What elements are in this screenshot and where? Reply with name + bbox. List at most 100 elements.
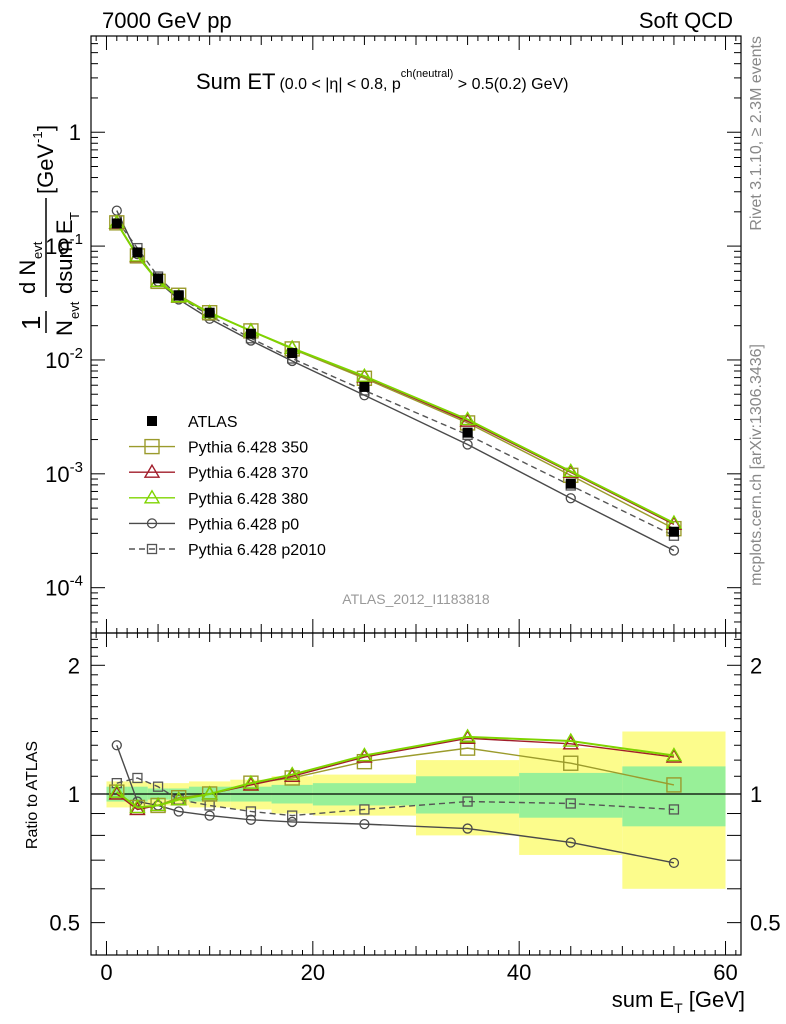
ratio-data-point bbox=[565, 798, 576, 809]
main-data-point bbox=[132, 247, 143, 258]
ratio-data-point bbox=[149, 797, 167, 812]
svg-text:-1: -1 bbox=[30, 131, 45, 143]
main-y-tick-label-base: 10 bbox=[45, 576, 69, 601]
main-y-tick-label: 10-3 bbox=[45, 459, 83, 487]
legend-marker bbox=[144, 438, 160, 455]
ratio-data-point bbox=[668, 804, 680, 815]
x-axis-label-main: sum E bbox=[612, 987, 674, 1012]
ratio-data-point bbox=[129, 801, 146, 816]
main-title: Sum ET (0.0 < |η| < 0.8, pch(neutral) > 0… bbox=[196, 68, 569, 94]
main-y-tick-label: 1 bbox=[69, 120, 81, 145]
ratio-data-point bbox=[287, 810, 298, 821]
main-data-point bbox=[565, 493, 576, 504]
svg-text:T: T bbox=[67, 212, 82, 220]
main-y-tick-label-exp: -2 bbox=[70, 345, 83, 362]
x-axis-label-sub: T bbox=[674, 1000, 683, 1016]
ratio-data-point bbox=[565, 837, 576, 848]
main-series-line bbox=[116, 220, 675, 537]
ratio-data-point bbox=[562, 732, 579, 747]
svg-text:evt: evt bbox=[30, 241, 45, 259]
x-axis-label: sum ET [GeV] bbox=[612, 987, 745, 1016]
main-series-layer bbox=[108, 205, 683, 556]
ratio-data-point bbox=[245, 814, 257, 825]
legend-entry-label: Pythia 6.428 380 bbox=[188, 491, 308, 508]
ratio-data-point bbox=[129, 799, 146, 814]
ratio-data-point bbox=[359, 804, 370, 815]
ratio-data-point bbox=[242, 774, 260, 789]
legend-marker bbox=[143, 463, 161, 478]
main-data-point bbox=[173, 290, 184, 301]
ratio-data-point bbox=[170, 791, 187, 806]
ratio-y-tick-label-right: 0.5 bbox=[750, 911, 781, 936]
main-y-tick-label: 10-2 bbox=[45, 345, 83, 373]
ratio-data-point bbox=[245, 806, 257, 817]
legend-entry-label: Pythia 6.428 p0 bbox=[188, 516, 299, 533]
legend-marker bbox=[146, 543, 158, 555]
ratio-series-line bbox=[116, 777, 674, 817]
legend-entry-label: Pythia 6.428 370 bbox=[188, 465, 308, 482]
analysis-watermark: ATLAS_2012_I1183818 bbox=[342, 591, 490, 607]
svg-text:dsum E: dsum E bbox=[52, 219, 77, 294]
main-y-tick-label: 10-4 bbox=[45, 573, 83, 601]
side-text-top: Rivet 3.1.10, ≥ 2.3M events bbox=[748, 36, 765, 231]
main-title-sup: ch(neutral) bbox=[401, 68, 454, 80]
main-data-point bbox=[462, 427, 473, 438]
main-data-point bbox=[668, 526, 679, 537]
side-text-bottom: mcplots.cern.ch [arXiv:1306.3436] bbox=[748, 344, 765, 586]
ratio-data-point bbox=[462, 796, 473, 807]
main-data-point bbox=[459, 411, 476, 426]
legend-marker bbox=[146, 518, 158, 529]
ratio-data-point bbox=[563, 755, 579, 771]
ratio-data-point bbox=[201, 785, 218, 800]
header-left: 7000 GeV pp bbox=[102, 8, 232, 33]
ratio-data-point bbox=[111, 740, 122, 751]
ratio-data-point bbox=[665, 747, 683, 762]
x-tick-label: 0 bbox=[100, 960, 112, 985]
ratio-data-point bbox=[132, 772, 143, 784]
ratio-data-point bbox=[152, 781, 164, 792]
main-y-tick-label: 10-1 bbox=[45, 231, 83, 259]
ratio-ylabel: Ratio to ATLAS bbox=[24, 741, 41, 849]
svg-text:]: ] bbox=[33, 125, 58, 131]
ratio-data-point bbox=[666, 777, 682, 793]
x-axis-label-unit: [GeV] bbox=[683, 987, 745, 1012]
main-y-tick-label-exp: -3 bbox=[70, 459, 83, 476]
ratio-series-layer bbox=[108, 728, 683, 868]
svg-text:1: 1 bbox=[16, 316, 46, 330]
ratio-y-tick-label-left: 1 bbox=[68, 782, 80, 807]
main-data-point bbox=[245, 328, 256, 339]
ratio-stat-band bbox=[416, 776, 520, 814]
x-tick-label: 20 bbox=[301, 960, 325, 985]
main-data-point bbox=[153, 273, 164, 284]
main-data-point bbox=[462, 439, 473, 450]
ratio-stat-band bbox=[519, 772, 623, 818]
main-y-tick-label-base: 10 bbox=[45, 462, 69, 487]
ratio-y-tick-label-left: 2 bbox=[68, 653, 80, 678]
main-y-tick-label-base: 10 bbox=[45, 234, 69, 259]
ratio-data-point bbox=[356, 747, 373, 762]
ratio-data-point bbox=[108, 785, 126, 800]
ratio-y-tick-label-right: 1 bbox=[750, 782, 762, 807]
ratio-stat-band bbox=[622, 766, 726, 827]
ratio-data-point bbox=[462, 823, 473, 834]
main-data-point bbox=[562, 463, 579, 478]
ratio-series-line bbox=[116, 735, 675, 809]
ratio-data-point bbox=[359, 818, 370, 830]
ratio-y-tick-label-left: 0.5 bbox=[49, 911, 80, 936]
x-tick-label: 60 bbox=[713, 960, 737, 985]
main-y-tick-label-base: 10 bbox=[45, 348, 69, 373]
ratio-data-point bbox=[459, 740, 476, 756]
svg-text:evt: evt bbox=[67, 301, 82, 319]
legend-marker bbox=[147, 416, 157, 426]
main-data-point bbox=[204, 307, 215, 318]
ratio-data-point bbox=[562, 735, 579, 750]
main-title-tail: > 0.5(0.2) GeV) bbox=[453, 76, 568, 93]
svg-text:d N: d N bbox=[15, 260, 40, 294]
ratio-data-point bbox=[459, 728, 476, 743]
main-data-point bbox=[356, 367, 373, 382]
ratio-data-point bbox=[287, 816, 298, 828]
legend-entry-label: Pythia 6.428 p2010 bbox=[188, 542, 326, 559]
ratio-y-tick-label-right: 2 bbox=[750, 653, 762, 678]
main-data-point bbox=[359, 381, 370, 392]
